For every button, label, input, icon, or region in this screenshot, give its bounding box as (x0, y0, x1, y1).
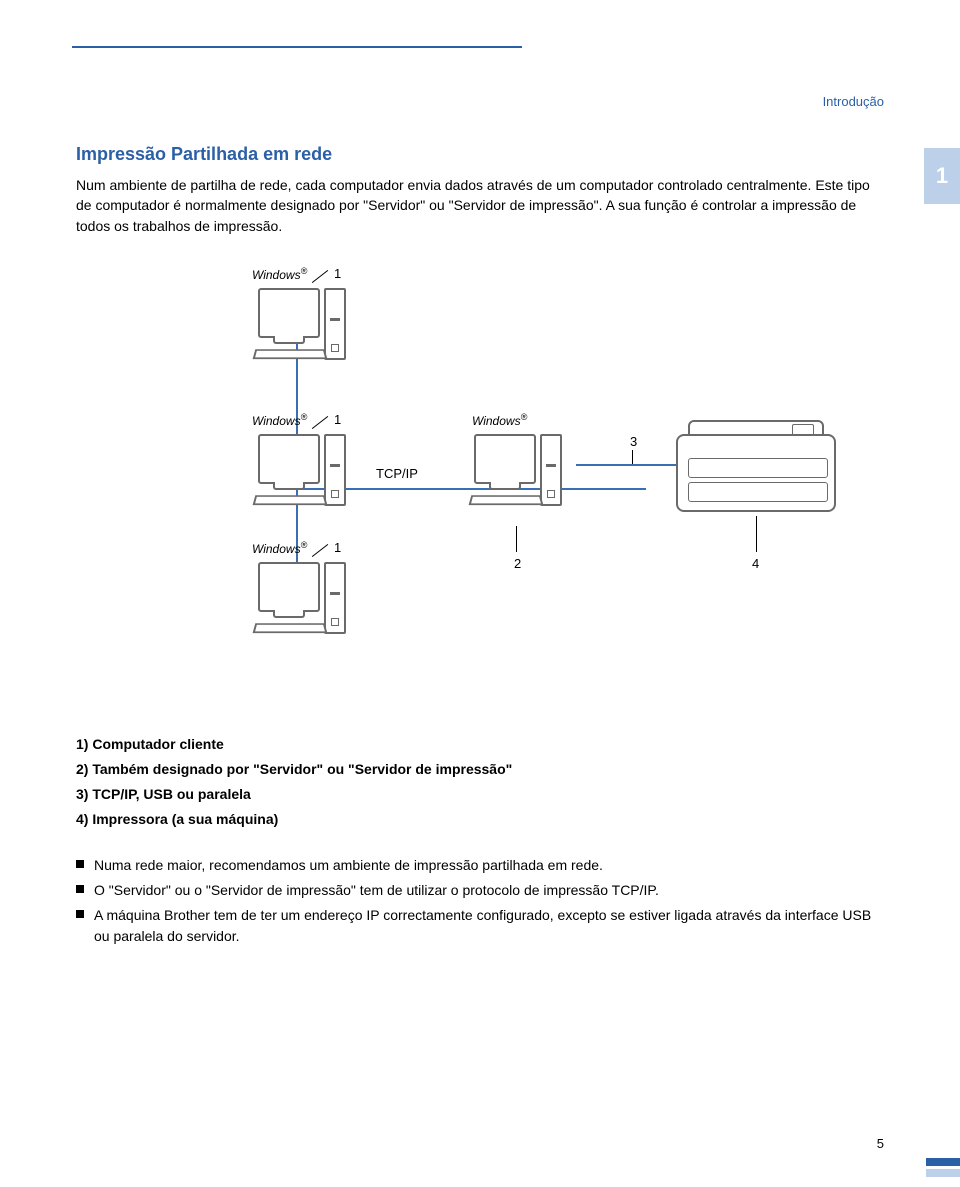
callout-leader (756, 516, 757, 552)
callout-1: 1 (334, 540, 341, 555)
note-item: O "Servidor" ou o "Servidor de impressão… (76, 880, 884, 901)
callout-leader (312, 416, 328, 429)
tower-icon (324, 288, 346, 360)
protocol-label: TCP/IP (376, 466, 418, 481)
footer-tabs (926, 1155, 960, 1177)
net-line (296, 488, 646, 490)
os-label: Windows® (252, 266, 307, 282)
legend-item: 2) Também designado por "Servidor" ou "S… (76, 757, 884, 782)
printer-body (676, 434, 836, 512)
printer-tray (688, 482, 828, 502)
server-computer: Windows® (474, 434, 536, 484)
legend-list: 1) Computador cliente 2) Também designad… (76, 732, 884, 833)
callout-leader (312, 544, 328, 557)
network-diagram: Windows® 1 Windows® 1 Windows® 1 TCP/IP (76, 244, 884, 714)
page-number: 5 (877, 1136, 884, 1151)
footer-bar (926, 1169, 960, 1177)
client-computer: Windows® 1 (258, 562, 320, 612)
callout-3: 3 (630, 434, 637, 449)
os-label: Windows® (252, 412, 307, 428)
chapter-tab: 1 (924, 148, 960, 204)
client-computer: Windows® 1 (258, 288, 320, 338)
net-line (576, 464, 680, 466)
client-computer: Windows® 1 (258, 434, 320, 484)
tower-icon (324, 434, 346, 506)
printer-icon (676, 412, 836, 512)
callout-4: 4 (752, 556, 759, 571)
notes-list: Numa rede maior, recomendamos um ambient… (76, 855, 884, 947)
intro-paragraph: Num ambiente de partilha de rede, cada c… (76, 175, 884, 236)
callout-2: 2 (514, 556, 521, 571)
os-label: Windows® (252, 540, 307, 556)
breadcrumb: Introdução (823, 94, 884, 109)
printer-tray (688, 458, 828, 478)
note-item: A máquina Brother tem de ter um endereço… (76, 905, 884, 947)
tower-icon (324, 562, 346, 634)
monitor-icon (258, 562, 320, 612)
callout-leader (312, 270, 328, 283)
legend-item: 4) Impressora (a sua máquina) (76, 807, 884, 832)
keyboard-icon (253, 495, 328, 505)
tower-icon (540, 434, 562, 506)
callout-leader (632, 450, 633, 464)
footer-bar (926, 1158, 960, 1166)
callout-1: 1 (334, 266, 341, 281)
monitor-icon (474, 434, 536, 484)
page-content: Impressão Partilhada em rede Num ambient… (76, 144, 884, 951)
keyboard-icon (253, 623, 328, 633)
legend-item: 3) TCP/IP, USB ou paralela (76, 782, 884, 807)
callout-1: 1 (334, 412, 341, 427)
keyboard-icon (469, 495, 544, 505)
monitor-icon (258, 288, 320, 338)
monitor-icon (258, 434, 320, 484)
note-item: Numa rede maior, recomendamos um ambient… (76, 855, 884, 876)
callout-leader (516, 526, 517, 552)
keyboard-icon (253, 349, 328, 359)
header-rule (72, 46, 522, 48)
legend-item: 1) Computador cliente (76, 732, 884, 757)
page-title: Impressão Partilhada em rede (76, 144, 884, 165)
os-label: Windows® (472, 412, 527, 428)
